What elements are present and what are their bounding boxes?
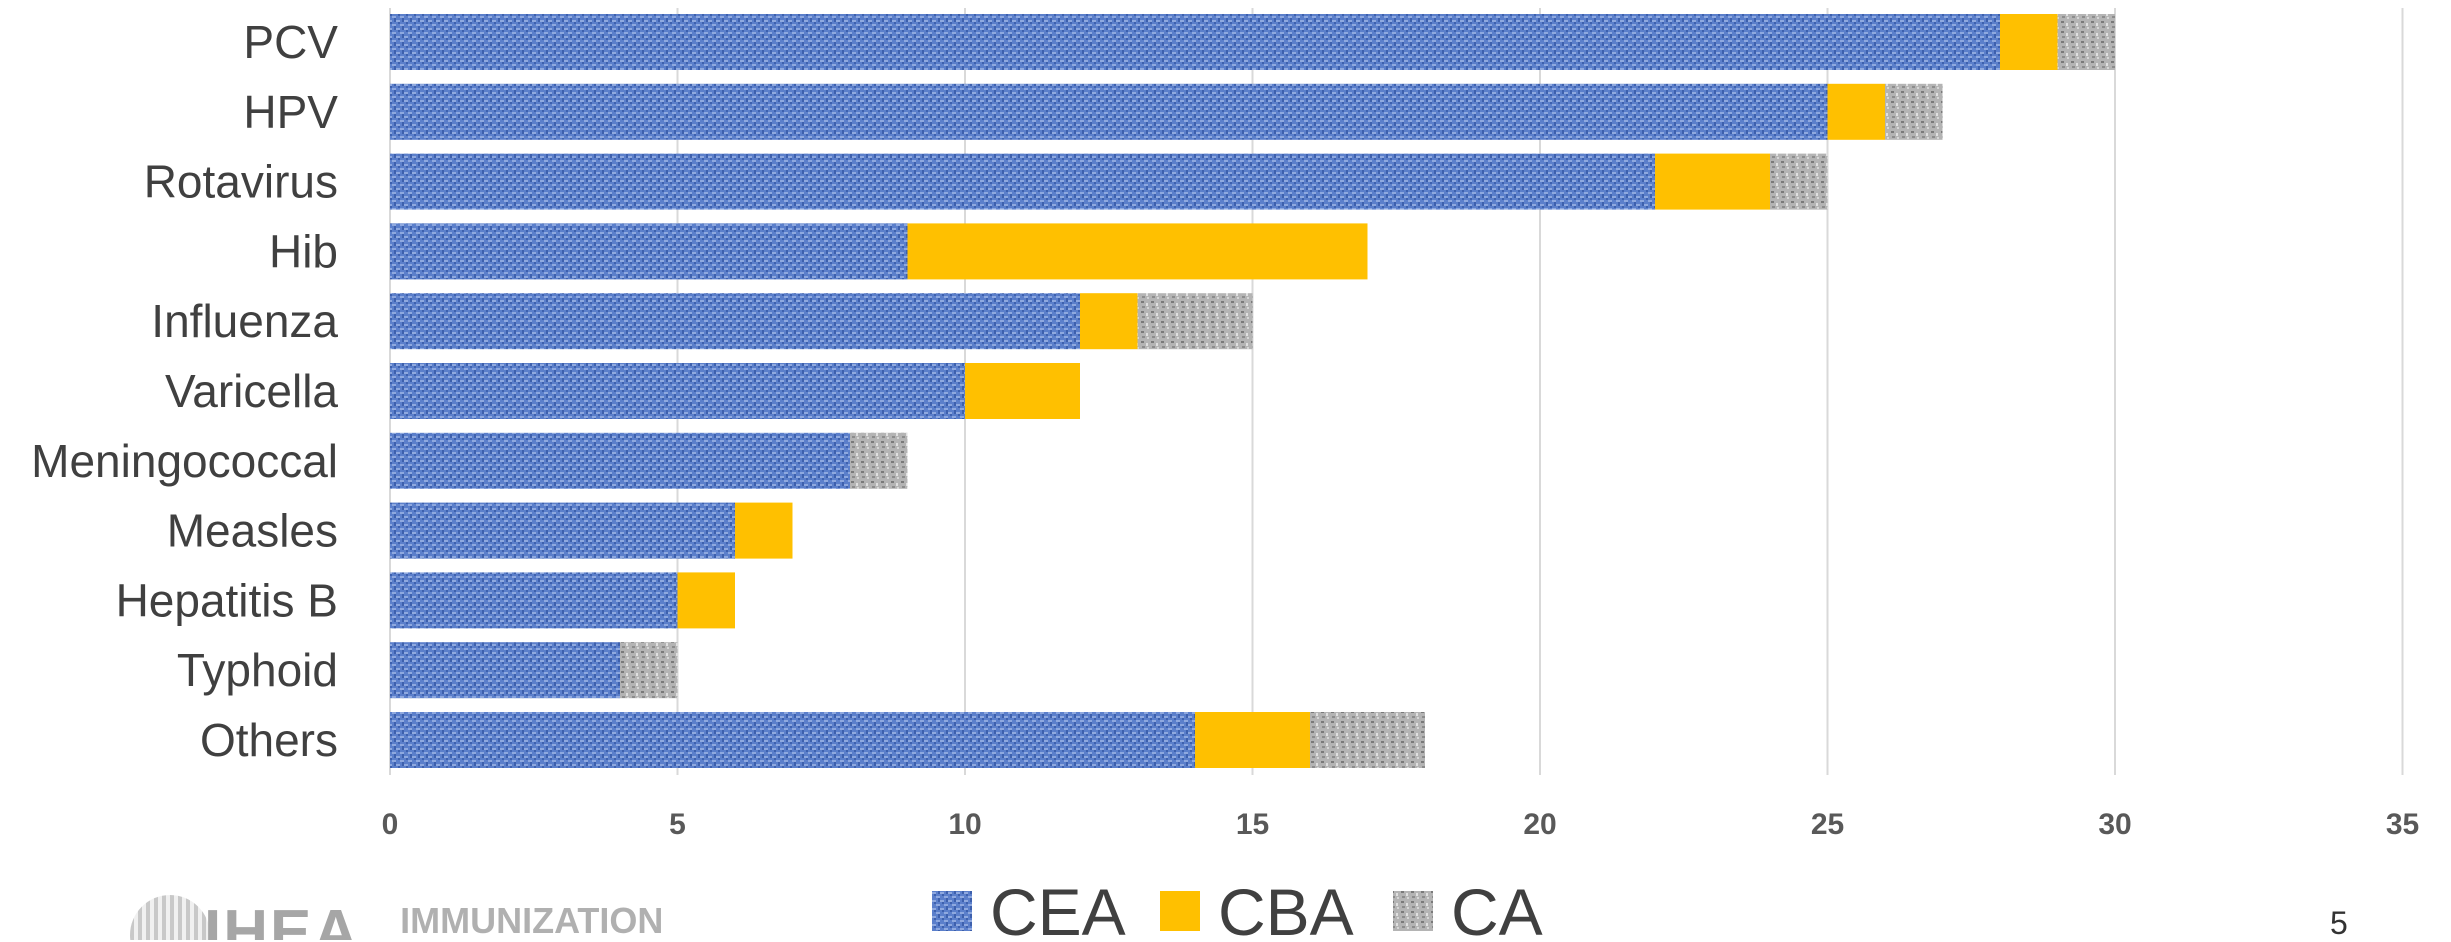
bar-segment-cba — [735, 502, 793, 559]
bar-segment-cba — [907, 223, 1368, 280]
globe-icon — [130, 895, 210, 940]
bar-segment-ca — [850, 432, 908, 489]
bar-segment-ca — [1137, 293, 1253, 350]
x-tick-label: 10 — [948, 808, 981, 841]
x-tick-label: 30 — [2098, 808, 2131, 841]
ihea-logo: IHEA IMMUNIZATION — [130, 893, 663, 940]
bar-segment-ca — [2057, 14, 2115, 70]
category-label: PCV — [243, 16, 338, 68]
bar-segment-cea — [390, 363, 965, 419]
bar-segment-cea — [390, 153, 1655, 210]
x-tick-label: 5 — [669, 808, 686, 841]
category-label: Rotavirus — [144, 156, 338, 208]
bar-segment-cba — [1195, 712, 1310, 768]
bar-segment-cba — [965, 363, 1080, 419]
legend-label-ca: CA — [1451, 875, 1543, 940]
legend-swatch-ca — [1393, 891, 1433, 931]
x-tick-label: 35 — [2386, 808, 2419, 841]
bar-segment-cba — [1080, 293, 1138, 350]
category-label: Varicella — [165, 365, 338, 417]
bar-segment-cba — [2000, 14, 2058, 70]
x-tick-label: 15 — [1236, 808, 1269, 841]
page-number: 5 — [2330, 905, 2348, 941]
bar-segment-cea — [390, 572, 678, 629]
legend: CEA CBA CA — [932, 875, 1543, 940]
x-tick-label: 20 — [1523, 808, 1556, 841]
category-label: HPV — [243, 86, 338, 138]
bar-segment-cea — [390, 14, 2000, 70]
bar-segment-cea — [390, 293, 1080, 350]
category-label: Influenza — [151, 295, 338, 347]
category-labels: PCV HPV Rotavirus Hib Influenza Varicella Meni… — [31, 16, 338, 766]
bar-segment-cea — [390, 502, 735, 559]
legend-label-cea: CEA — [990, 875, 1126, 940]
category-label: Hib — [269, 225, 338, 277]
bar-segment-ca — [1770, 153, 1828, 210]
bar-segment-ca — [1310, 712, 1425, 768]
category-label: Hepatitis B — [116, 574, 338, 626]
logo-text: IHEA — [204, 898, 361, 940]
category-label: Others — [200, 714, 338, 766]
bar-segment-cea — [390, 83, 1828, 140]
bar-segment-cea — [390, 642, 620, 699]
bar-segment-cea — [390, 223, 908, 280]
legend-label-cba: CBA — [1218, 875, 1354, 940]
x-tick-label: 25 — [1811, 808, 1844, 841]
category-label: Meningococcal — [31, 435, 338, 487]
bars — [390, 14, 2115, 768]
bar-segment-ca — [620, 642, 678, 699]
category-label: Typhoid — [177, 644, 338, 696]
x-tick-label: 0 — [382, 808, 399, 841]
bar-segment-ca — [1885, 83, 1943, 140]
bar-segment-cba — [677, 572, 735, 629]
legend-swatch-cea — [932, 891, 972, 931]
x-axis-tick-labels: 0 5 10 15 20 25 30 35 — [382, 808, 2420, 841]
bar-segment-cba — [1827, 83, 1885, 140]
legend-swatch-cba — [1160, 891, 1200, 931]
bar-segment-cea — [390, 712, 1195, 768]
bar-segment-cba — [1655, 153, 1770, 210]
logo-subtext: IMMUNIZATION — [400, 900, 664, 940]
bar-segment-cea — [390, 432, 850, 489]
category-label: Measles — [167, 505, 338, 557]
